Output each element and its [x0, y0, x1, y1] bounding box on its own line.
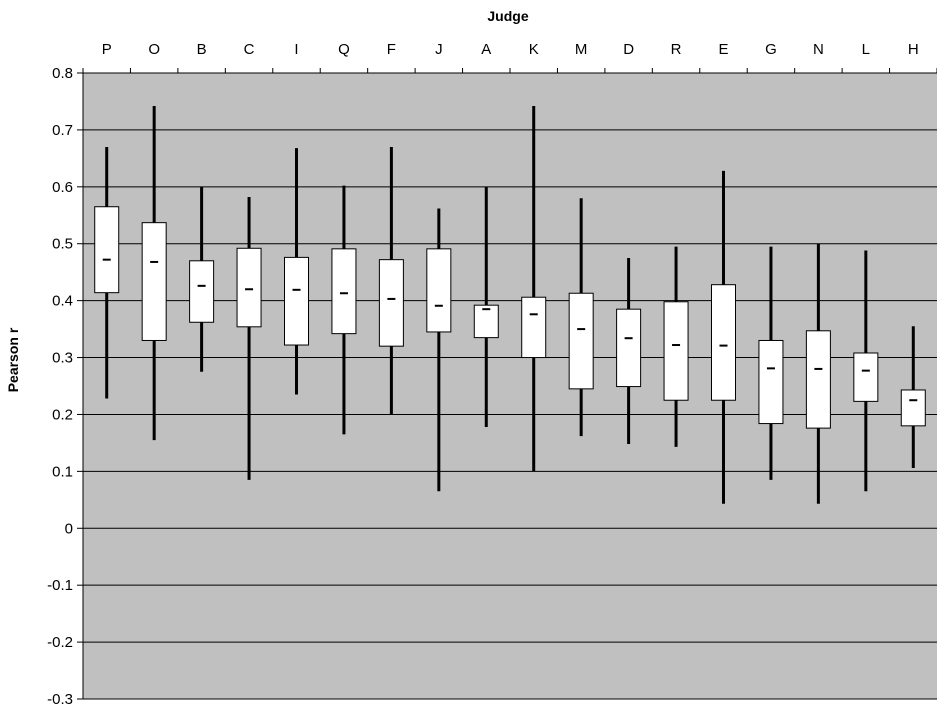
x-tick-label: F [387, 41, 396, 58]
y-tick-label: 0.1 [52, 463, 73, 480]
plot-background [83, 73, 937, 699]
y-axis-title: Pearson r [5, 327, 21, 392]
box-Q [331, 248, 357, 335]
x-tick-label: J [435, 41, 443, 58]
x-tick-label: P [102, 41, 112, 58]
y-tick-label: 0 [65, 520, 73, 537]
y-tick-label: 0.6 [52, 179, 73, 196]
box-E [711, 284, 736, 401]
box-H [900, 389, 926, 427]
box-B [189, 260, 215, 323]
x-tick-label: M [575, 41, 588, 58]
y-tick-label: 0.4 [52, 293, 73, 310]
box-R [663, 301, 689, 401]
x-tick-label: Q [338, 41, 350, 58]
box-A [473, 304, 499, 339]
box-L [853, 352, 879, 402]
x-tick-label: B [197, 41, 207, 58]
box-N [805, 330, 831, 429]
y-tick-label: 0.5 [52, 236, 73, 253]
plot-area [83, 73, 937, 699]
box-M [568, 292, 594, 390]
y-tick-label: -0.1 [47, 577, 73, 594]
x-tick-label: C [244, 41, 255, 58]
x-tick-label: O [148, 41, 160, 58]
box-F [378, 259, 404, 347]
box-P [94, 206, 120, 294]
box-D [616, 308, 642, 388]
y-tick-label: 0.7 [52, 122, 73, 139]
x-tick-label: L [862, 41, 870, 58]
box-O [141, 222, 167, 341]
box-C [236, 247, 262, 328]
x-tick-label: K [529, 41, 539, 58]
x-axis-title: Judge [487, 8, 528, 24]
gridlines [83, 129, 937, 700]
y-tick-label: 0.8 [52, 65, 73, 82]
x-tick-label: N [813, 41, 824, 58]
box-J [426, 248, 452, 333]
x-tick-label: H [908, 41, 919, 58]
x-tick-label: A [481, 41, 491, 58]
x-tick-label: I [294, 41, 298, 58]
x-tick-label: D [623, 41, 634, 58]
x-tick-label: E [718, 41, 728, 58]
y-tick-label: 0.2 [52, 406, 73, 423]
y-tick-label: 0.3 [52, 350, 73, 367]
box-I [284, 256, 309, 346]
y-tick-label: -0.2 [47, 634, 73, 651]
y-tick-label: -0.3 [47, 691, 73, 708]
box-K [521, 296, 547, 359]
x-tick-label: G [765, 41, 777, 58]
boxes [94, 106, 926, 504]
box-G [758, 339, 784, 425]
x-tick-label: R [671, 41, 682, 58]
axes: 0.8 0.7 0.6 0.5 0.4 0.3 0.2 0.1 0 -0.1 -0.2 -0.3 P O B… [47, 41, 937, 708]
